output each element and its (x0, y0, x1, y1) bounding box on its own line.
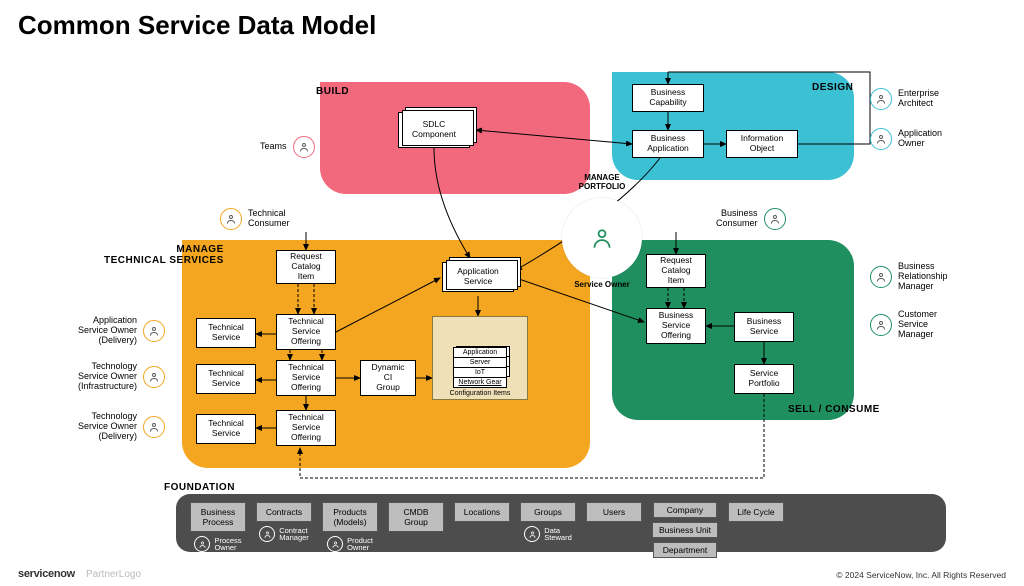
box-bso: Business Service Offering (646, 308, 706, 344)
brand-logo: servicenow (18, 568, 75, 580)
box-appsvc: Application Service (442, 262, 514, 292)
foundation-box: Locations (454, 502, 510, 522)
foundation-item: Products (Models) Product Owner (322, 502, 378, 552)
region-foundation-label: FOUNDATION (164, 482, 235, 493)
person-icon (220, 208, 242, 230)
configuration-items-group: Application Server IoT Network Gear Conf… (432, 316, 528, 400)
persona-tsoi: Technology Service Owner (Infrastructure… (78, 362, 165, 392)
region-mts-label: MANAGE TECHNICAL SERVICES (104, 244, 224, 266)
persona-csm: Customer Service Manager (870, 310, 937, 340)
persona-ea: Enterprise Architect (870, 88, 939, 110)
persona-tc: Technical Consumer (220, 208, 290, 230)
box-rci_l: Request Catalog Item (276, 250, 336, 284)
foundation-box: Life Cycle (728, 502, 784, 522)
persona-tsod: Technology Service Owner (Delivery) (78, 412, 165, 442)
foundation-item: Business Process Process Owner (190, 502, 246, 552)
persona-brm: Business Relationship Manager (870, 262, 948, 292)
persona-aso: Application Service Owner (Delivery) (78, 316, 165, 346)
box-tso1: Technical Service Offering (276, 314, 336, 350)
box-ts1: Technical Service (196, 318, 256, 348)
person-icon (327, 536, 343, 552)
box-ts2: Technical Service (196, 364, 256, 394)
foundation-item: Locations (454, 502, 510, 522)
foundation-persona: Product Owner (327, 536, 373, 552)
foundation-item: Groups Data Steward (520, 502, 576, 542)
person-icon (143, 366, 165, 388)
footer-copyright: © 2024 ServiceNow, Inc. All Rights Reser… (836, 570, 1006, 580)
person-icon (194, 536, 210, 552)
region-build-label: BUILD (316, 86, 349, 97)
person-icon (259, 526, 275, 542)
foundation-persona: Data Steward (524, 526, 572, 542)
ci-group-label: Configuration Items (450, 390, 511, 397)
box-iobj: Information Object (726, 130, 798, 158)
box-rci_r: Request Catalog Item (646, 254, 706, 288)
page-title: Common Service Data Model (18, 10, 376, 41)
manage-portfolio-circle: MANAGEPORTFOLIO Service Owner (562, 198, 642, 278)
person-icon (143, 416, 165, 438)
ci-item: Network Gear (453, 377, 507, 388)
footer-left: servicenow PartnerLogo (18, 568, 141, 580)
foundation-box: CMDB Group (388, 502, 444, 532)
person-icon (524, 526, 540, 542)
box-ts3: Technical Service (196, 414, 256, 444)
foundation-item: CMDB Group (388, 502, 444, 532)
foundation-box: Business Process (190, 502, 246, 532)
persona-bc: Business Consumer (716, 208, 786, 230)
box-bcap: Business Capability (632, 84, 704, 112)
box-sport: Service Portfolio (734, 364, 794, 394)
person-icon (870, 128, 892, 150)
person-icon (870, 266, 892, 288)
foundation-box: Products (Models) (322, 502, 378, 532)
box-tso2: Technical Service Offering (276, 360, 336, 396)
foundation-box: Contracts (256, 502, 312, 522)
foundation-item: Contracts Contract Manager (256, 502, 312, 542)
persona-ao: Application Owner (870, 128, 942, 150)
foundation-box: Business Unit (652, 522, 718, 538)
foundation-persona: Contract Manager (259, 526, 309, 542)
box-dcig: Dynamic CI Group (360, 360, 416, 396)
foundation-item: Company Business Unit Department (652, 502, 718, 558)
box-sdlc: SDLC Component (398, 112, 470, 148)
foundation-box: Users (586, 502, 642, 522)
person-icon (764, 208, 786, 230)
person-icon (870, 88, 892, 110)
foundation-box: Company (653, 502, 717, 518)
person-icon (293, 136, 315, 158)
person-icon (870, 314, 892, 336)
person-icon (143, 320, 165, 342)
box-bsvc: Business Service (734, 312, 794, 342)
persona-teams: Teams (260, 136, 315, 158)
partner-logo: PartnerLogo (86, 569, 141, 580)
person-icon (589, 225, 615, 251)
service-owner-label: Service Owner (574, 280, 630, 289)
region-design-label: DESIGN (812, 82, 853, 93)
foundation-item: Users (586, 502, 642, 522)
manage-portfolio-label1: MANAGEPORTFOLIO (579, 173, 626, 191)
foundation-box: Department (653, 542, 717, 558)
region-sell-label: SELL / CONSUME (788, 404, 880, 415)
box-bapp: Business Application (632, 130, 704, 158)
foundation-persona: Process Owner (194, 536, 241, 552)
foundation-item: Life Cycle (728, 502, 784, 522)
box-tso3: Technical Service Offering (276, 410, 336, 446)
foundation-box: Groups (520, 502, 576, 522)
region-foundation: Business ProcessProcess OwnerContractsCo… (176, 494, 946, 552)
